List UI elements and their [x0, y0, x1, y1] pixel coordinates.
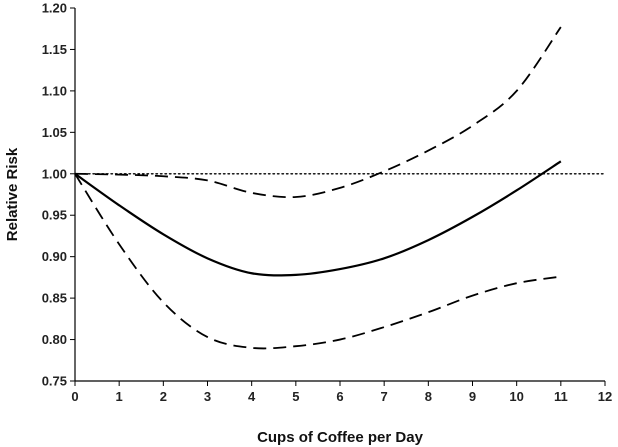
x-tick-label: 9	[469, 389, 476, 404]
y-tick-label: 0.75	[42, 374, 67, 389]
y-tick-label: 1.20	[42, 1, 67, 16]
y-tick-label: 1.10	[42, 83, 67, 98]
y-tick-label: 0.80	[42, 332, 67, 347]
y-tick-label: 1.00	[42, 166, 67, 181]
confidence-bound-line	[74, 173, 561, 350]
ticks: 0 1 2 3 4 5 6 7 8 9 10 11 120.750.800.850.900.951.00…	[42, 1, 613, 405]
estimate-line	[74, 160, 562, 277]
x-tick-label: 5	[292, 389, 299, 404]
x-tick-label: 0	[71, 389, 78, 404]
x-tick-label: 6	[336, 389, 343, 404]
x-tick-label: 7	[381, 389, 388, 404]
x-tick-label: 12	[598, 389, 612, 404]
x-tick-label: 2	[160, 389, 167, 404]
x-tick-label: 3	[204, 389, 211, 404]
y-tick-label: 1.15	[42, 42, 67, 57]
x-tick-label: 8	[425, 389, 432, 404]
axes	[74, 8, 605, 382]
x-tick-label: 10	[509, 389, 523, 404]
x-tick-label: 1	[116, 389, 123, 404]
data-series	[74, 26, 562, 350]
y-axis-title: Relative Risk	[4, 147, 21, 241]
y-tick-label: 1.05	[42, 125, 67, 140]
y-tick-label: 0.95	[42, 208, 67, 223]
y-tick-label: 0.85	[42, 291, 67, 306]
x-tick-label: 11	[554, 389, 568, 404]
confidence-bound-line	[74, 26, 562, 199]
y-tick-label: 0.90	[42, 249, 67, 264]
x-tick-label: 4	[248, 389, 256, 404]
x-axis-title: Cups of Coffee per Day	[257, 429, 424, 446]
